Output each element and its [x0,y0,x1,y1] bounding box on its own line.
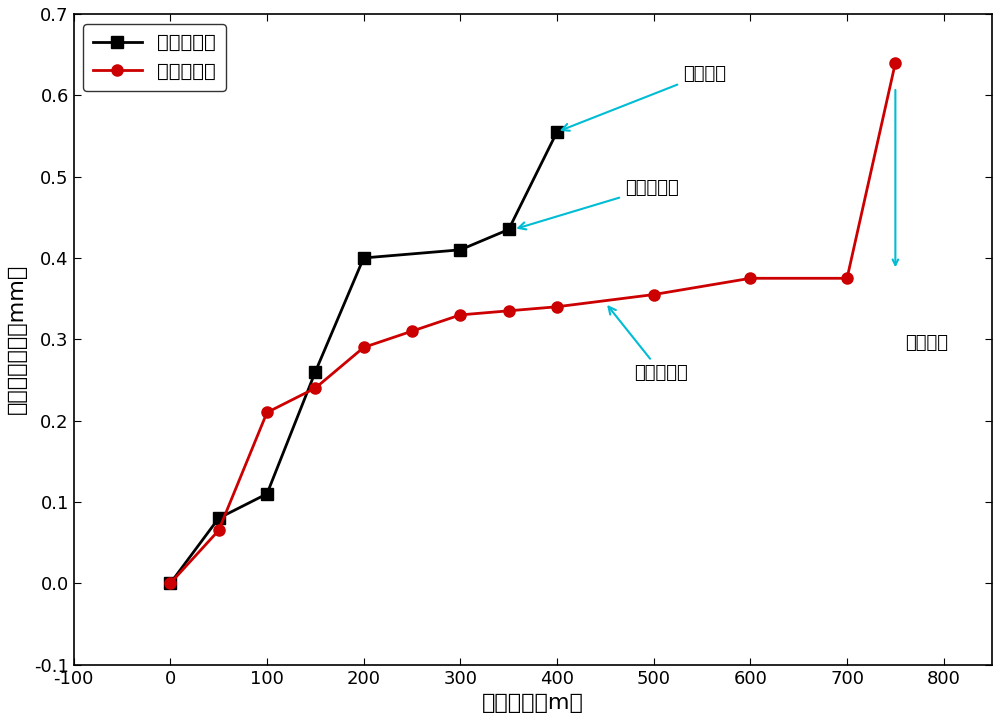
非工艺刀具 [358,253,370,262]
非工艺刀具 [213,514,225,523]
非工艺刀具 [261,490,273,498]
新工艺刀具 [744,274,756,283]
Line: 新工艺刀具: 新工艺刀具 [165,57,901,589]
X-axis label: 切削长度（m）: 切削长度（m） [482,693,583,713]
非工艺刀具 [455,246,467,254]
新工艺刀具 [358,343,370,352]
新工艺刀具 [261,408,273,417]
非工艺刀具 [502,225,514,234]
Text: 刀具报废: 刀具报废 [905,334,948,352]
Legend: 非工艺刀具, 新工艺刀具: 非工艺刀具, 新工艺刀具 [83,24,226,91]
新工艺刀具 [164,579,176,588]
Y-axis label: 崩刃最大宽度（mm）: 崩刃最大宽度（mm） [7,264,27,415]
新工艺刀具 [455,310,467,319]
Text: 工件起毛刺: 工件起毛刺 [608,307,688,382]
新工艺刀具 [889,58,901,67]
非工艺刀具 [551,127,563,136]
Text: 工件起毛刺: 工件起毛刺 [518,179,678,230]
新工艺刀具 [647,290,659,299]
新工艺刀具 [406,327,418,336]
新工艺刀具 [502,307,514,315]
Line: 非工艺刀具: 非工艺刀具 [165,126,562,589]
新工艺刀具 [213,526,225,535]
新工艺刀具 [310,384,322,392]
新工艺刀具 [841,274,853,283]
Text: 刀具报废: 刀具报废 [561,65,725,131]
非工艺刀具 [164,579,176,588]
非工艺刀具 [310,367,322,376]
新工艺刀具 [551,302,563,311]
